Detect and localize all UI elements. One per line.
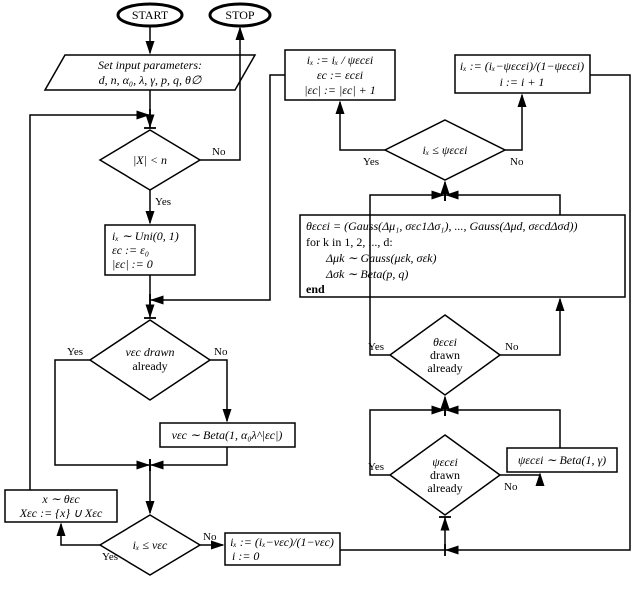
ix-yes-l2: |εc| := |εc| + 1: [304, 83, 376, 97]
ix-uni-node: iₓ ∼ Uni(0, 1) εc := ε₀ |εc| := 0: [105, 225, 195, 275]
theta-block-node: θεcεi = (Gauss(Δμ₁, σεc1Δσ₁), ..., Gauss…: [300, 215, 625, 297]
label-no-5: No: [505, 341, 519, 353]
edge-ixlepsi-no: [505, 95, 522, 150]
ix-yes-node: iₓ := iₓ / ψεcεi εc := εcεi |εc| := |εc|…: [285, 50, 395, 100]
edge-psibeta-converge: [445, 410, 560, 448]
label-yes-6: Yes: [363, 156, 379, 168]
x-theta-node: x ∼ θεc Xεc := {x} ∪ Xεc: [5, 490, 117, 522]
label-yes-3: Yes: [102, 551, 118, 563]
x-theta-l0: x ∼ θεc: [41, 492, 80, 506]
theta-drawn-l2: already: [427, 361, 462, 375]
flowchart-canvas: START STOP Set input parameters: d, n, α…: [0, 0, 640, 608]
stop-label: STOP: [225, 8, 254, 22]
edge-nudrawn-nubeta: [210, 360, 227, 421]
psi-beta-node: ψεcεi ∼ Beta(1, γ): [507, 448, 617, 472]
theta-block-l2: Δμk ∼ Gauss(μεk, σεk): [325, 251, 437, 265]
ix-le-nu-node: iₓ ≤ νεc: [100, 515, 200, 575]
ix-nu-u-l1: i := 0: [232, 549, 259, 563]
x-lt-n-node: |X| < n: [100, 130, 200, 190]
label-no-1: No: [212, 146, 226, 158]
start-label: START: [132, 8, 169, 22]
ix-nu-update-node: iₓ := (iₓ−νεc)/(1−νεc) i := 0: [225, 533, 340, 565]
edge-ixlenu-xtheta: [61, 524, 100, 545]
label-yes-4: Yes: [368, 461, 384, 473]
nu-beta-l0: νεc ∼ Beta(1, α₀λ^|εc|): [172, 428, 283, 442]
psi-drawn-l1: drawn: [430, 468, 460, 482]
theta-block-l0: θεcεi = (Gauss(Δμ₁, σεc1Δσ₁), ..., Gauss…: [306, 219, 577, 233]
edge-ixnuu-psidrawn: [340, 517, 445, 550]
psi-drawn-node: ψεcεi drawn already: [390, 435, 500, 515]
theta-drawn-node: θεcεi drawn already: [390, 315, 500, 395]
stop-node: STOP: [210, 4, 270, 26]
ix-no-node: iₓ := (iₓ−ψεcεi)/(1−ψεcεi) i := i + 1: [455, 55, 590, 93]
psi-drawn-l2: already: [427, 481, 462, 495]
ix-nu-u-l0: iₓ := (iₓ−νεc)/(1−νεc): [230, 535, 334, 549]
ix-le-psi-node: iₓ ≤ ψεcεi: [385, 120, 505, 180]
start-node: START: [118, 4, 182, 26]
label-yes-2: Yes: [67, 346, 83, 358]
ix-no-l1: i := i + 1: [500, 75, 545, 89]
edge-nubeta-converge: [150, 447, 227, 465]
theta-block-l1: for k in 1, 2, ..., d:: [306, 235, 393, 249]
theta-block-l4: end: [306, 282, 325, 296]
ix-uni-l0: iₓ ∼ Uni(0, 1): [112, 229, 179, 243]
edge-xltn-stop: [200, 28, 240, 160]
label-no-3: No: [203, 531, 217, 543]
set-params-node: Set input parameters: d, n, α₀, λ, γ, p,…: [45, 55, 255, 90]
set-params-line1: d, n, α₀, λ, γ, p, q, θ∅: [99, 73, 202, 87]
label-yes-5: Yes: [368, 341, 384, 353]
nu-drawn-node: νεc drawn already: [90, 320, 210, 400]
theta-block-l3: Δσk ∼ Beta(p, q): [325, 267, 408, 281]
edge-ixlepsi-yes: [340, 102, 385, 150]
nu-beta-node: νεc ∼ Beta(1, α₀λ^|εc|): [160, 423, 295, 447]
ix-no-l0: iₓ := (iₓ−ψεcεi)/(1−ψεcεi): [460, 59, 584, 73]
nu-drawn-l0: νεc drawn: [125, 345, 174, 359]
ix-uni-l2: |εc| := 0: [112, 257, 153, 271]
ix-yes-l1: εc := εcεi: [317, 68, 363, 82]
set-params-line0: Set input parameters:: [98, 58, 202, 72]
nu-drawn-l1: already: [132, 359, 167, 373]
theta-drawn-l0: θεcεi: [433, 335, 457, 349]
label-no-6: No: [510, 156, 524, 168]
ix-yes-l0: iₓ := iₓ / ψεcεi: [307, 53, 374, 67]
label-no-4: No: [504, 481, 518, 493]
edge-thetablock-conv: [445, 195, 560, 215]
label-no-2: No: [214, 346, 228, 358]
x-lt-n-label: |X| < n: [133, 153, 167, 167]
label-yes-1: Yes: [155, 196, 171, 208]
ix-le-nu-label: iₓ ≤ νεc: [133, 538, 168, 552]
ix-le-psi-label: iₓ ≤ ψεcεi: [423, 143, 468, 157]
x-theta-l1: Xεc := {x} ∪ Xεc: [19, 506, 103, 520]
theta-drawn-l1: drawn: [430, 348, 460, 362]
psi-beta-l0: ψεcεi ∼ Beta(1, γ): [518, 453, 606, 467]
psi-drawn-l0: ψεcεi: [432, 455, 458, 469]
ix-uni-l1: εc := ε₀: [112, 243, 149, 257]
